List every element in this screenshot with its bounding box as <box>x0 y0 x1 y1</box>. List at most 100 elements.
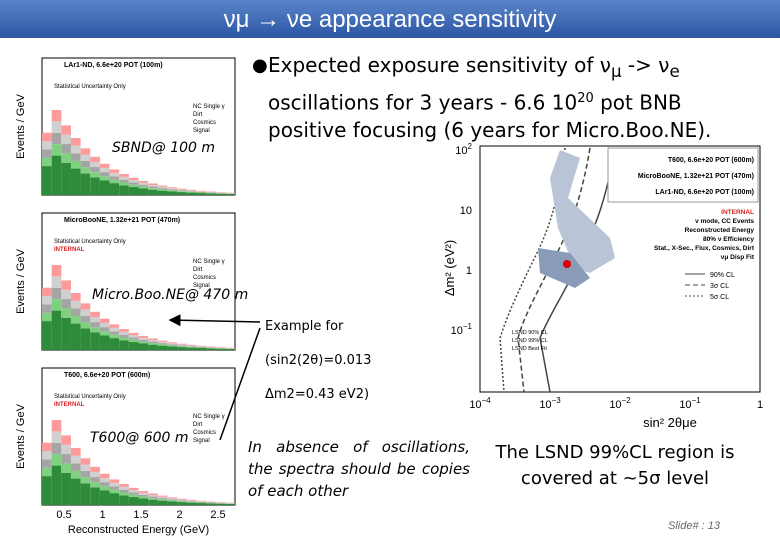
text: μ <box>610 62 622 81</box>
histogram-decoration <box>70 300 81 309</box>
histogram-decoration <box>80 464 91 471</box>
y-axis-label: Events / GeV <box>15 403 27 468</box>
legend-entry: LSND 90% CL <box>512 330 548 336</box>
histogram-decoration <box>167 189 178 191</box>
histogram-decoration <box>119 331 129 335</box>
histogram-decoration <box>42 141 52 150</box>
panel-label: T600@ 600 m <box>90 430 189 446</box>
spectra-figure: LAr1-ND, 6.6e+20 POT (100m) Statistical U… <box>15 57 236 536</box>
note: In absence of oscillations, the spectra … <box>248 438 470 500</box>
histogram-decoration <box>99 180 110 195</box>
histogram-decoration <box>196 191 207 192</box>
histogram-decoration <box>148 338 158 341</box>
signal-point <box>563 260 571 268</box>
histogram-decoration <box>186 502 197 505</box>
tick-base: 10 <box>451 325 463 337</box>
legend-entry: LSND Best Fit <box>512 346 547 352</box>
histogram-decoration <box>148 183 158 186</box>
tick-exp: 2 <box>468 142 473 151</box>
histogram-decoration <box>90 322 100 328</box>
legend-box <box>607 147 759 203</box>
histogram-decoration <box>128 487 139 491</box>
histogram-decoration <box>138 186 149 189</box>
histogram-decoration <box>61 153 71 163</box>
slide-title: νμ → νe appearance sensitivity <box>0 0 780 38</box>
tick-label: 10 <box>460 205 472 217</box>
histogram-decoration <box>148 495 158 497</box>
histogram-decoration <box>90 311 100 317</box>
tick-label: 1 <box>466 265 472 277</box>
histogram-decoration <box>157 340 168 342</box>
histogram-decoration <box>138 496 149 499</box>
histogram-decoration <box>128 497 139 505</box>
histogram-decoration <box>42 451 52 460</box>
histogram-decoration <box>99 163 110 168</box>
histogram-decoration <box>128 342 139 350</box>
info-text: INTERNAL <box>721 209 754 216</box>
legend-entry: Signal <box>193 283 210 289</box>
histogram-decoration <box>70 293 81 301</box>
histogram-decoration <box>167 344 178 346</box>
histogram-decoration <box>51 310 62 350</box>
histogram-decoration <box>128 337 139 340</box>
histogram-decoration <box>157 345 168 350</box>
histogram-decoration <box>167 500 178 502</box>
histogram-decoration <box>42 476 52 505</box>
histogram-decoration <box>167 501 178 505</box>
x-tick-label: 0.5 <box>56 509 71 521</box>
tick-exp: −3 <box>552 396 562 405</box>
histogram-decoration <box>128 187 139 195</box>
histogram-decoration <box>148 189 158 195</box>
histogram-decoration <box>167 345 178 347</box>
histogram-decoration <box>90 167 100 173</box>
histogram-decoration <box>119 334 129 338</box>
histogram-decoration <box>157 186 168 189</box>
histogram-decoration <box>109 324 120 328</box>
histogram-decoration <box>186 501 197 503</box>
histogram-decoration <box>90 471 100 478</box>
histogram-decoration <box>148 493 158 496</box>
x-tick-label: 1.5 <box>133 509 148 521</box>
histogram-decoration <box>99 335 110 350</box>
histogram-decoration <box>138 182 149 185</box>
histogram-decoration <box>177 501 187 503</box>
histogram-decoration <box>138 337 149 340</box>
tick-label: 10−1 <box>451 322 473 337</box>
histogram-decoration <box>167 187 178 189</box>
histogram-decoration <box>177 189 187 191</box>
histogram-decoration <box>51 132 62 145</box>
histogram-decoration <box>109 482 120 487</box>
histogram-decoration <box>42 149 52 158</box>
histogram-decoration <box>119 484 129 487</box>
tick-label: 10−3 <box>539 396 561 411</box>
histogram-decoration <box>119 337 129 341</box>
tick-label: 102 <box>455 142 472 157</box>
histogram-decoration <box>206 193 216 195</box>
histogram-decoration <box>177 347 187 350</box>
histogram-decoration <box>99 176 110 181</box>
histogram-decoration <box>109 338 120 350</box>
histogram-decoration <box>51 287 62 300</box>
histogram-decoration <box>119 182 129 186</box>
legend-entry: NC Single γ <box>193 259 225 265</box>
legend-entry: Cosmics <box>193 275 216 281</box>
histogram-decoration <box>128 335 139 338</box>
histogram-decoration <box>70 478 81 505</box>
histogram-decoration <box>80 328 91 350</box>
histogram-decoration <box>109 479 120 483</box>
histogram-decoration <box>70 323 81 350</box>
histogram-decoration <box>90 316 100 323</box>
histogram-decoration <box>99 318 110 323</box>
tick-label: 10−2 <box>609 396 631 411</box>
histogram-decoration <box>119 174 129 177</box>
histogram-decoration <box>206 348 216 350</box>
histogram-decoration <box>109 331 120 335</box>
legend-entry: NC Single γ <box>193 104 225 110</box>
y-axis-label: Δm² (eV²) <box>442 240 457 296</box>
histogram-decoration <box>196 502 207 504</box>
bullet-dot: ● <box>252 55 268 76</box>
histogram-decoration <box>138 335 149 338</box>
histogram-decoration <box>51 155 62 195</box>
histogram-decoration <box>61 162 71 195</box>
